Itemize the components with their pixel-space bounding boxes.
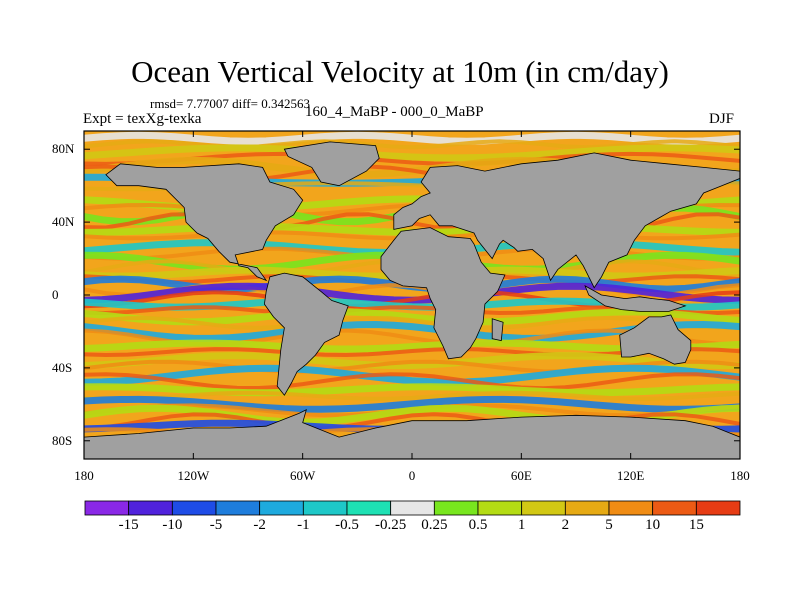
- y-tick-label: 40S: [52, 359, 73, 375]
- velocity-band: [84, 395, 740, 413]
- colorbar-label: -1: [297, 517, 310, 533]
- colorbar-swatch: [215, 500, 261, 516]
- map-plot-area: [84, 131, 740, 459]
- colorbar-swatch: [128, 500, 173, 516]
- colorbar-swatch: [84, 500, 130, 516]
- colorbar-label: -0.25: [375, 517, 407, 533]
- colorbar-label: -2: [253, 517, 266, 533]
- land-maritime-continent: [584, 284, 687, 312]
- x-tick-label: 0: [408, 468, 416, 483]
- colorbar-label: 15: [688, 517, 704, 533]
- x-tick-label: 180: [74, 468, 94, 483]
- land-australia: [619, 314, 692, 365]
- colorbar-swatch: [564, 500, 610, 516]
- velocity-band: [84, 144, 740, 162]
- colorbar-label: 5: [605, 517, 613, 533]
- land-eurasia: [393, 152, 740, 289]
- colorbar-swatch: [695, 500, 741, 516]
- x-tick-label: 180: [730, 468, 750, 483]
- season-label: DJF: [709, 111, 735, 127]
- y-tick-label: 80S: [52, 432, 73, 448]
- x-tick-label: 120E: [616, 468, 645, 483]
- colorbar-label: 0.25: [421, 517, 448, 533]
- stats-subtitle: rmsd= 7.77007 diff= 0.342563: [150, 96, 310, 111]
- colorbar-swatch: [477, 500, 523, 516]
- axis-ticks: [83, 131, 741, 459]
- land-africa: [380, 227, 506, 360]
- land-north-america: [105, 163, 304, 282]
- velocity-band: [84, 131, 740, 145]
- land-south-america: [263, 272, 349, 396]
- land-madagascar: [491, 318, 504, 342]
- x-tick-label: 60W: [290, 468, 316, 483]
- x-tick-label: 60E: [510, 468, 532, 483]
- colorbar-swatch: [521, 500, 566, 516]
- colorbar-swatch: [302, 500, 348, 516]
- colorbar-swatch: [390, 500, 435, 516]
- y-tick-label: 0: [52, 287, 59, 302]
- velocity-band: [84, 372, 740, 391]
- velocity-band: [84, 315, 740, 330]
- colorbar-swatch: [346, 500, 392, 516]
- colorbar-label: -10: [162, 517, 183, 533]
- colorbar-label: -15: [118, 517, 139, 533]
- colorbar-label: 10: [645, 517, 661, 533]
- velocity-band: [84, 390, 740, 401]
- y-tick-label: 80N: [52, 141, 75, 157]
- velocity-band: [84, 364, 740, 386]
- y-tick-label: 40N: [52, 214, 75, 230]
- colorbar: [84, 500, 741, 516]
- chart-title: Ocean Vertical Velocity at 10m (in cm/da…: [131, 54, 669, 89]
- experiment-subtitle: Expt = texXg-texka: [83, 111, 202, 127]
- colorbar-label: 0.5: [468, 517, 488, 533]
- colorbar-swatch: [171, 500, 217, 516]
- colorbar-label: 2: [561, 517, 570, 533]
- colorbar-swatch: [259, 500, 304, 516]
- colorbar-swatch: [652, 500, 697, 516]
- colorbar-label: -0.5: [335, 517, 359, 533]
- colorbar-swatch: [608, 500, 654, 516]
- colorbar-swatch: [433, 500, 479, 516]
- land-antarctica: [84, 409, 740, 459]
- colorbar-label: -5: [209, 517, 223, 533]
- velocity-band: [84, 383, 740, 397]
- colorbar-label: 1: [517, 517, 526, 533]
- velocity-band: [84, 352, 740, 370]
- land-greenland: [283, 141, 380, 187]
- comparison-subtitle: 160_4_MaBP - 000_0_MaBP: [305, 104, 484, 120]
- x-tick-label: 120W: [177, 468, 210, 483]
- velocity-band: [84, 139, 740, 150]
